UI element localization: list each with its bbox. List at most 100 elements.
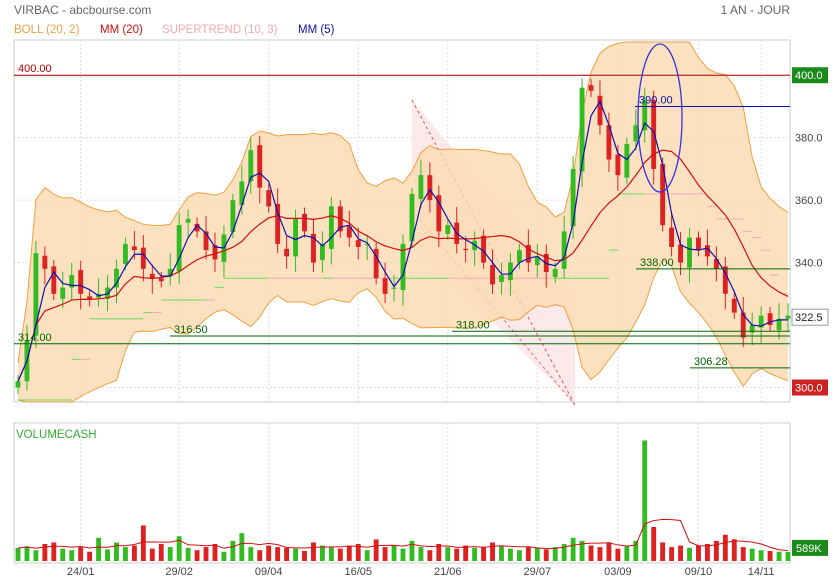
candle-body — [212, 245, 218, 260]
candle-body — [588, 85, 594, 91]
candle-body — [767, 313, 773, 326]
volume-ma-line — [17, 518, 789, 552]
volume-bar — [221, 551, 227, 561]
candle-body — [570, 168, 576, 227]
candle-body — [749, 325, 755, 333]
candle — [785, 303, 791, 332]
volume-bar — [15, 547, 21, 561]
volume-bar — [60, 548, 66, 561]
candle-body — [579, 87, 585, 172]
candle-body — [499, 275, 504, 282]
legend: BOLL (20, 2) MM (20) SUPERTREND (10, 3) … — [14, 24, 335, 36]
candle-body — [615, 154, 621, 176]
volume-bar — [266, 545, 272, 561]
volume-bar — [597, 547, 603, 561]
volume-bar — [373, 539, 379, 561]
candle — [140, 235, 146, 282]
candle — [42, 246, 48, 285]
volume-bar — [302, 550, 307, 561]
volume-bar — [69, 550, 75, 561]
candle-body — [78, 270, 84, 294]
chart-title: VIRBAC - abcbourse.com — [14, 3, 151, 17]
volume-bar — [105, 549, 110, 561]
candle-body — [508, 262, 513, 281]
candle — [185, 209, 191, 239]
volume-bar — [391, 545, 397, 561]
volume-bar — [579, 540, 585, 561]
level-label: 338.00 — [640, 257, 674, 269]
volume-bar — [606, 542, 612, 561]
volume-bar — [149, 548, 155, 561]
candle-body — [364, 243, 370, 245]
candle — [418, 159, 424, 209]
candle — [579, 78, 585, 188]
volume-bar — [570, 537, 576, 561]
candle — [257, 135, 263, 204]
candle — [749, 312, 755, 346]
legend-mm5: MM (5) — [298, 24, 335, 36]
y-tick-label: 340.0 — [795, 258, 823, 270]
candle-body — [633, 125, 639, 142]
candle-body — [552, 268, 558, 277]
candle — [588, 78, 594, 98]
volume-bar — [704, 544, 710, 561]
candle — [149, 264, 155, 294]
candle-body — [382, 278, 388, 294]
candle — [713, 246, 719, 282]
y-tick-label: 360.0 — [795, 195, 823, 207]
volume-bar — [194, 550, 200, 561]
candle-body — [15, 381, 21, 388]
x-tick-label: 21/06 — [434, 566, 462, 578]
volume-bar — [364, 550, 370, 561]
last-price-box — [791, 308, 829, 326]
candle — [284, 236, 290, 269]
candle-body — [176, 225, 182, 272]
volume-bar — [114, 542, 119, 561]
candle-body — [678, 244, 683, 263]
candle — [740, 296, 746, 347]
candle — [319, 231, 325, 273]
candle-body — [114, 268, 119, 288]
candle — [642, 87, 648, 143]
candle — [490, 249, 495, 294]
candle-body — [391, 287, 397, 289]
x-tick-label: 09/10 — [685, 566, 713, 578]
candle-body — [293, 218, 298, 257]
candle-body — [561, 231, 567, 269]
volume-bar — [776, 551, 782, 561]
candle-body — [51, 266, 57, 294]
volume-bar — [131, 545, 137, 561]
candle — [606, 112, 612, 173]
legend-boll: BOLL (20, 2) — [14, 24, 80, 36]
candle-body — [373, 248, 379, 279]
candle-body — [696, 237, 701, 251]
candle-body — [481, 235, 487, 263]
candle — [123, 237, 128, 271]
volume-bar — [534, 547, 540, 561]
volume-bar — [78, 547, 84, 561]
volume-bar — [624, 546, 630, 561]
volume-bar — [481, 547, 487, 561]
volume-bar — [382, 547, 388, 561]
x-tick-label: 14/11 — [748, 566, 775, 578]
candle-body — [203, 231, 209, 251]
x-tick-label: 24/01 — [67, 566, 95, 578]
candle — [266, 183, 272, 213]
volume-bar — [731, 539, 737, 561]
x-tick-label: 09/04 — [255, 566, 283, 578]
legend-mm20: MM (20) — [100, 24, 143, 36]
volume-y-axis: 8000K4000K589K — [792, 539, 828, 556]
candle — [328, 197, 334, 265]
volume-bar — [490, 542, 495, 561]
candle — [525, 229, 531, 272]
ma5-line — [17, 99, 788, 382]
y-tick-label: 300.0 — [795, 383, 823, 395]
volume-label: VOLUMECASH — [16, 429, 97, 441]
candle — [767, 306, 773, 332]
x-tick-label: 29/02 — [165, 566, 193, 578]
candle-body — [230, 200, 236, 232]
legend-supertrend: SUPERTREND (10, 3) — [162, 24, 278, 36]
candle-body — [597, 95, 603, 126]
volume-bar — [24, 546, 30, 561]
level-label: 316.50 — [174, 324, 208, 336]
